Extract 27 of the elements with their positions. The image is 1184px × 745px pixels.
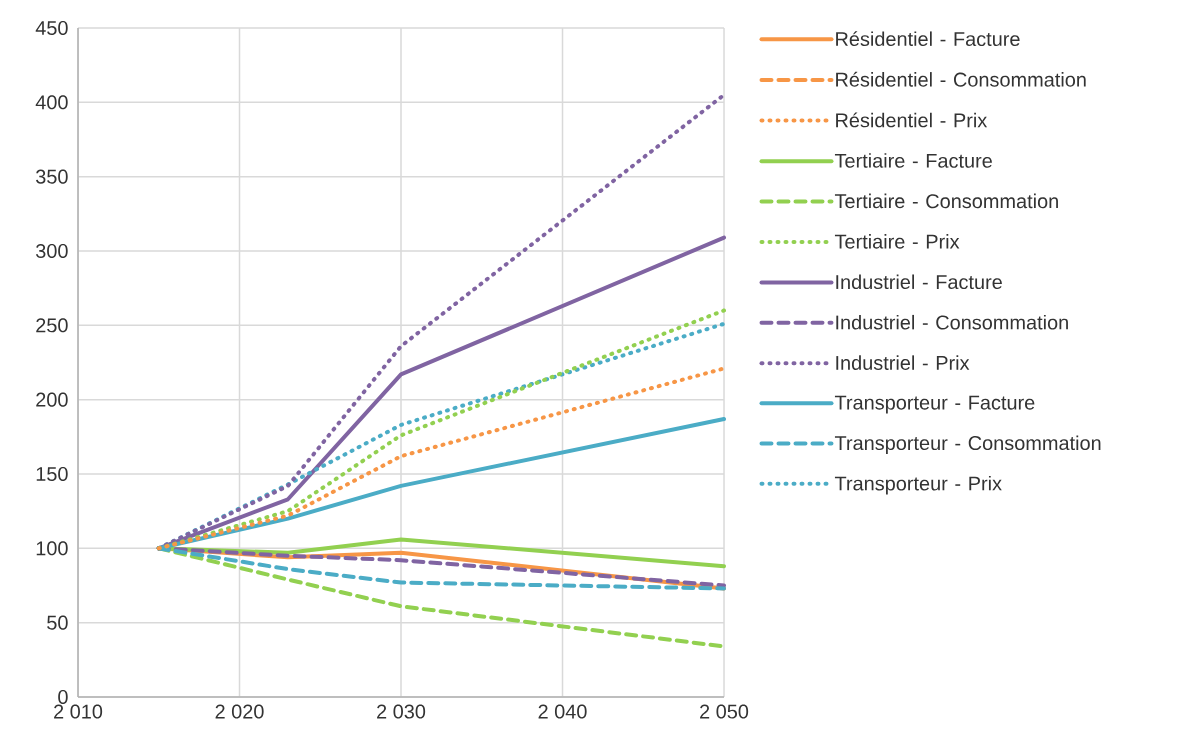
legend-label: Tertiaire - Facture bbox=[834, 153, 992, 168]
y-tick-label: 150 bbox=[36, 466, 68, 482]
legend-label: Industriel - Facture bbox=[836, 274, 1002, 290]
legend-label: Industriel - Prix bbox=[836, 355, 970, 370]
y-tick-label: 250 bbox=[36, 318, 68, 333]
y-tick-label: 300 bbox=[36, 243, 68, 259]
y-tick-label: 400 bbox=[35, 95, 68, 110]
y-tick-label: 450 bbox=[35, 20, 68, 36]
legend-label: Industriel - Consommation bbox=[836, 314, 1068, 330]
legend-label: Tertiaire - Consommation bbox=[834, 193, 1058, 209]
legend-label: Tertiaire - Prix bbox=[834, 234, 960, 249]
legend-label: Transporteur - Consommation bbox=[834, 435, 1101, 455]
legend-label: Résidentiel - Facture bbox=[836, 31, 1020, 47]
y-tick-label: 50 bbox=[47, 615, 68, 630]
legend-label: Résidentiel - Prix bbox=[836, 112, 988, 128]
x-tick-label: 2 020 bbox=[215, 704, 264, 719]
y-tick-label: 200 bbox=[36, 392, 68, 407]
y-tick-label: 0 bbox=[58, 689, 68, 705]
x-tick-label: 2 040 bbox=[538, 704, 587, 719]
legend-label: Résidentiel - Consommation bbox=[836, 71, 1086, 87]
legend-label: Transporteur - Facture bbox=[834, 395, 1035, 414]
x-tick-label: 2 010 bbox=[54, 704, 103, 719]
x-tick-label: 2 050 bbox=[700, 704, 749, 719]
x-tick-label: 2 030 bbox=[377, 704, 426, 719]
y-tick-label: 350 bbox=[36, 169, 68, 184]
y-tick-label: 100 bbox=[36, 541, 68, 556]
legend-label: Transporteur - Prix bbox=[834, 475, 1002, 495]
